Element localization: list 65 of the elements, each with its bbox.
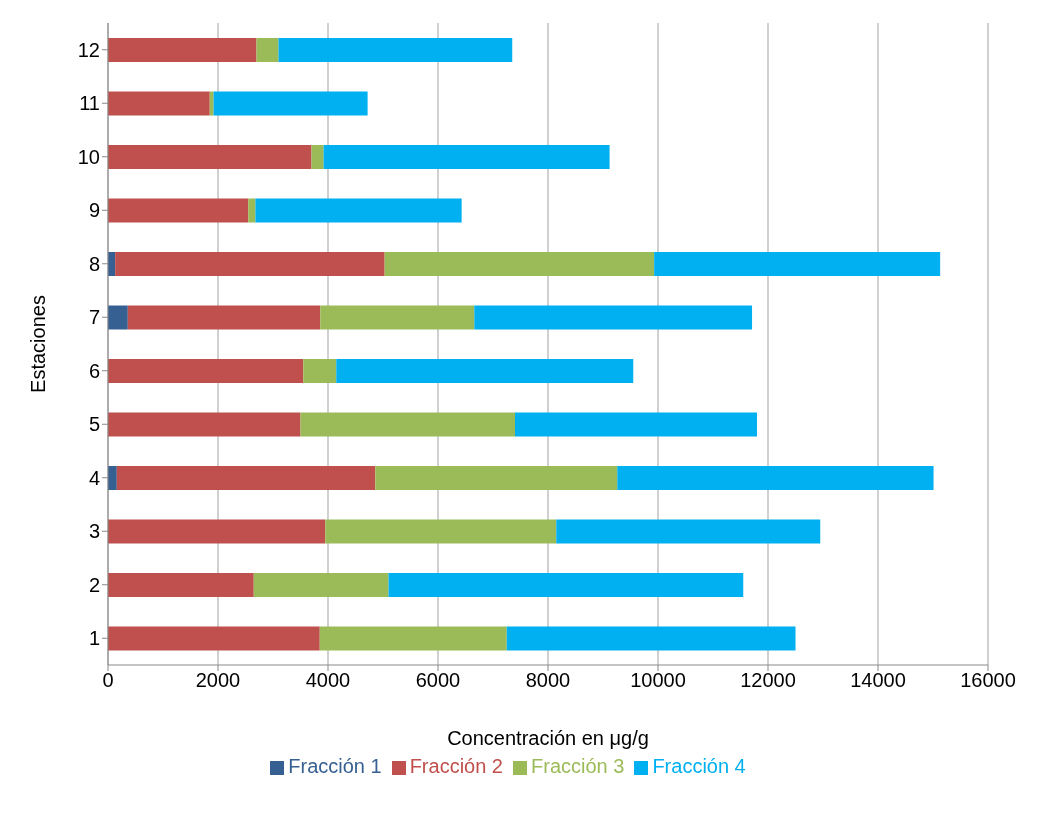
bar	[108, 91, 210, 116]
bar	[323, 145, 610, 169]
x-axis-title: Concentración en μg/g	[447, 727, 649, 749]
bar	[256, 38, 279, 62]
y-tick-label: 4	[88, 466, 100, 489]
bar	[108, 466, 117, 490]
x-tick-label: 4000	[305, 669, 351, 692]
bar	[108, 359, 304, 383]
y-tick-label: 9	[88, 199, 100, 222]
bar	[108, 573, 254, 597]
y-tick-label: 3	[88, 520, 100, 543]
bar	[108, 38, 257, 62]
bar	[127, 305, 321, 330]
y-tick-label: 10	[77, 145, 100, 168]
bar	[108, 198, 249, 223]
y-tick-label: 8	[88, 252, 100, 275]
x-tick-label: 8000	[525, 669, 571, 692]
bar	[108, 412, 301, 437]
bar	[115, 252, 385, 276]
x-tick-label: 16000	[960, 669, 1016, 692]
x-tick-label: 0	[102, 669, 114, 692]
bar	[388, 573, 744, 597]
y-axis-title: Estaciones	[27, 295, 50, 393]
bar	[654, 252, 941, 276]
y-tick-label: 5	[88, 413, 100, 436]
bar	[253, 573, 389, 597]
y-tick-label: 6	[88, 359, 100, 382]
bar	[108, 626, 320, 651]
bar	[556, 519, 821, 544]
bar	[384, 252, 655, 276]
y-tick-label: 7	[88, 306, 100, 329]
legend-label: Fracción 3	[531, 755, 625, 777]
legend-label: Fracción 2	[409, 755, 503, 777]
bar	[108, 305, 128, 330]
bar	[278, 38, 513, 62]
x-tick-label: 10000	[630, 669, 686, 692]
y-tick-label: 2	[88, 573, 100, 596]
x-tick-label: 14000	[850, 669, 906, 692]
bar	[375, 466, 618, 490]
bar	[336, 359, 634, 383]
bar	[248, 198, 256, 223]
bar	[213, 91, 368, 116]
bar	[325, 519, 557, 544]
bar	[319, 626, 507, 651]
bar	[617, 466, 934, 490]
x-tick-label: 6000	[415, 669, 461, 692]
y-tick-label: 12	[77, 38, 100, 61]
bar	[303, 359, 337, 383]
bar	[255, 198, 462, 223]
bar	[209, 91, 214, 116]
bar	[311, 145, 324, 169]
legend-label: Fracción 4	[652, 755, 746, 777]
x-tick-label: 2000	[195, 669, 241, 692]
bar	[515, 412, 757, 437]
x-tick-label: 12000	[740, 669, 796, 692]
bar	[108, 145, 312, 169]
bar	[116, 466, 376, 490]
bar	[320, 305, 475, 330]
y-tick-label: 11	[79, 92, 100, 115]
bar	[300, 412, 515, 437]
bar	[474, 305, 753, 330]
bar	[506, 626, 796, 651]
legend-label: Fracción 1	[288, 755, 382, 777]
y-tick-label: 1	[88, 627, 100, 650]
bar	[108, 519, 326, 544]
